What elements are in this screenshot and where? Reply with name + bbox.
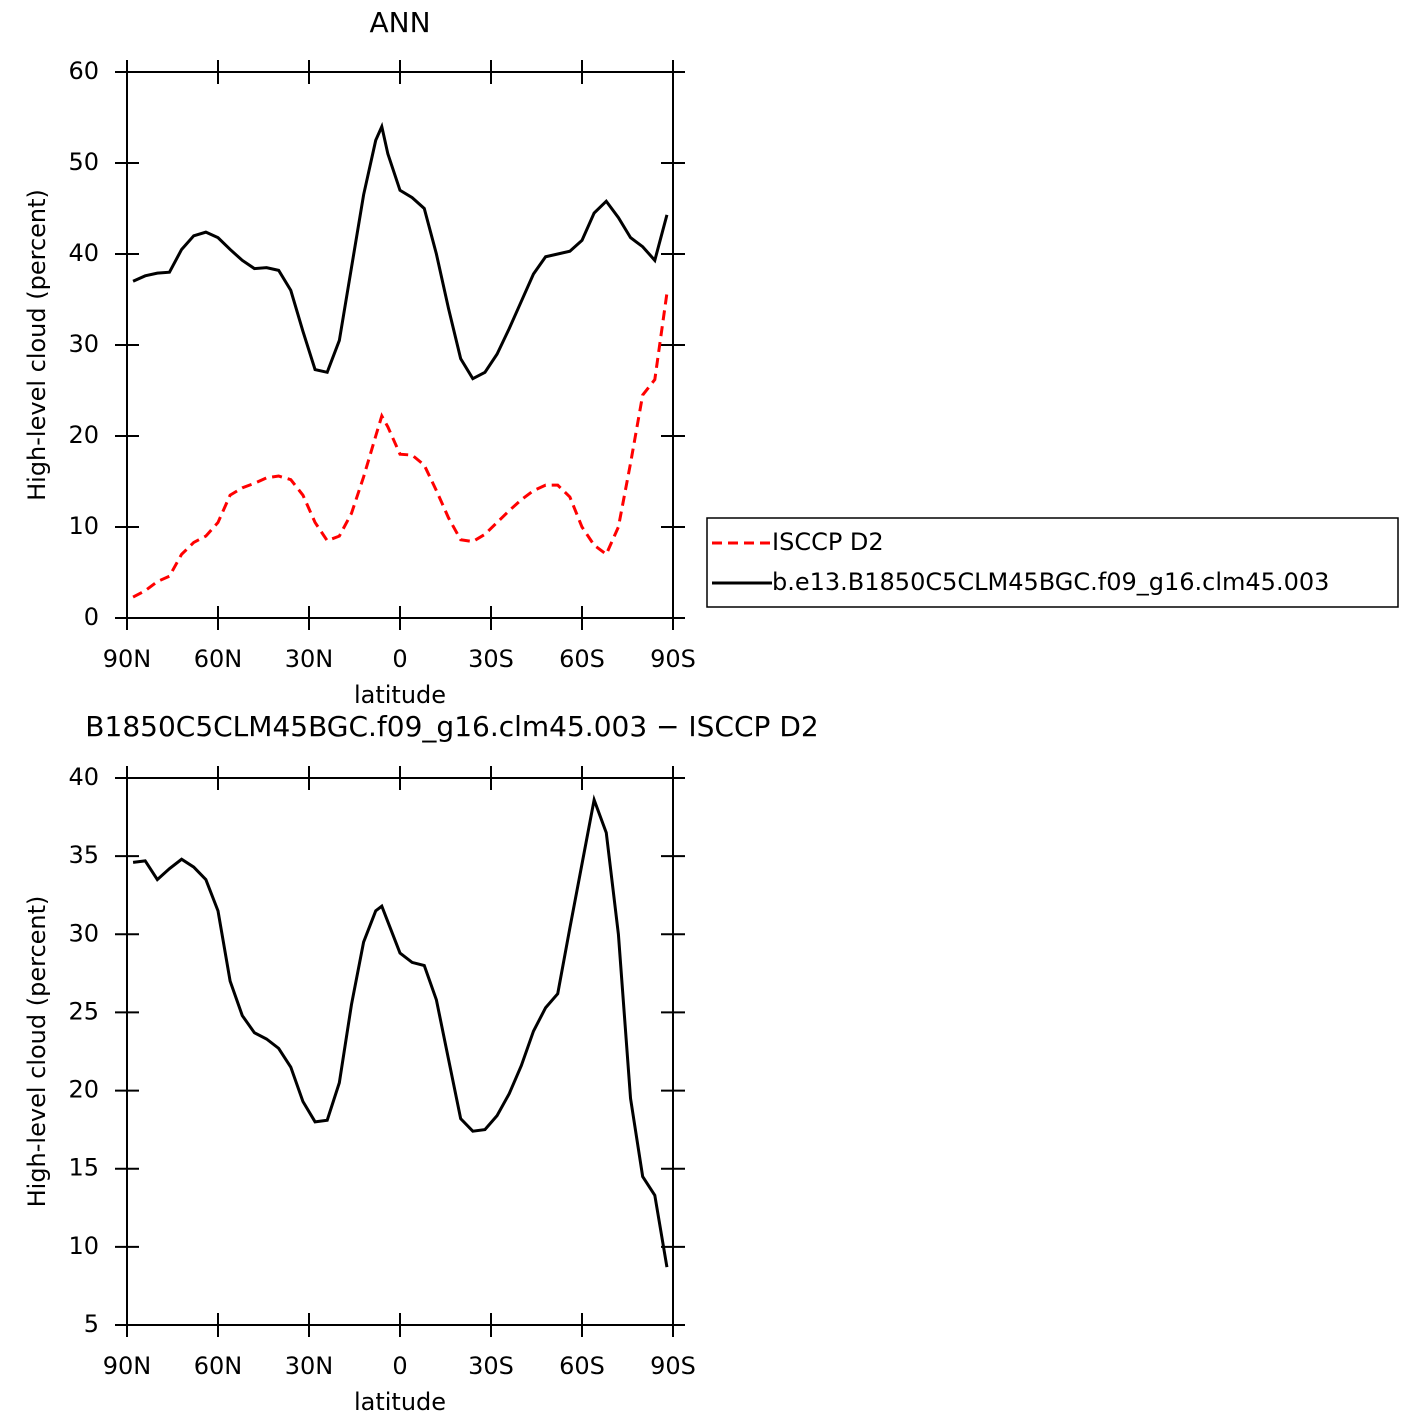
chart-title: B1850C5CLM45BGC.f09_g16.clm45.003 − ISCC… [85, 710, 818, 743]
x-tick-label: 0 [392, 645, 407, 673]
x-tick-label: 30S [468, 1352, 514, 1380]
x-tick-label: 0 [392, 1352, 407, 1380]
y-tick-label: 5 [84, 1310, 99, 1338]
data-line [132, 292, 669, 599]
x-tick-label: 90S [650, 645, 696, 673]
y-tick-label: 0 [84, 603, 99, 631]
x-axis-label: latitude [354, 1388, 446, 1416]
y-tick-label: 20 [68, 421, 99, 449]
y-tick-label: 35 [68, 841, 99, 869]
x-tick-label: 30N [285, 1352, 334, 1380]
x-tick-label: 30N [285, 645, 334, 673]
x-tick-label: 60N [194, 1352, 243, 1380]
y-tick-label: 15 [68, 1154, 99, 1182]
plot-frame [126, 777, 674, 1326]
data-line [132, 794, 669, 1268]
y-tick-label: 40 [68, 763, 99, 791]
x-tick-label: 60N [194, 645, 243, 673]
x-tick-label: 60S [559, 1352, 605, 1380]
y-tick-label: 50 [68, 148, 99, 176]
y-tick-label: 40 [68, 239, 99, 267]
y-tick-label: 25 [68, 997, 99, 1025]
y-axis-label: High-level cloud (percent) [23, 189, 51, 501]
y-tick-label: 20 [68, 1076, 99, 1104]
y-tick-label: 30 [68, 919, 99, 947]
y-tick-label: 30 [68, 330, 99, 358]
plot-frame [126, 71, 674, 619]
data-line [132, 121, 669, 381]
y-axis-label: High-level cloud (percent) [23, 896, 51, 1208]
legend-box [706, 517, 1399, 608]
y-tick-label: 60 [68, 57, 99, 85]
x-tick-label: 90N [103, 1352, 152, 1380]
chart-title: ANN [369, 6, 430, 39]
x-tick-label: 90S [650, 1352, 696, 1380]
x-tick-label: 60S [559, 645, 605, 673]
x-tick-label: 90N [103, 645, 152, 673]
x-tick-label: 30S [468, 645, 514, 673]
y-tick-label: 10 [68, 1232, 99, 1260]
legend-label: ISCCP D2 [772, 528, 884, 556]
y-tick-label: 10 [68, 512, 99, 540]
legend-label: b.e13.B1850C5CLM45BGC.f09_g16.clm45.003 [772, 568, 1329, 596]
x-axis-label: latitude [354, 681, 446, 709]
